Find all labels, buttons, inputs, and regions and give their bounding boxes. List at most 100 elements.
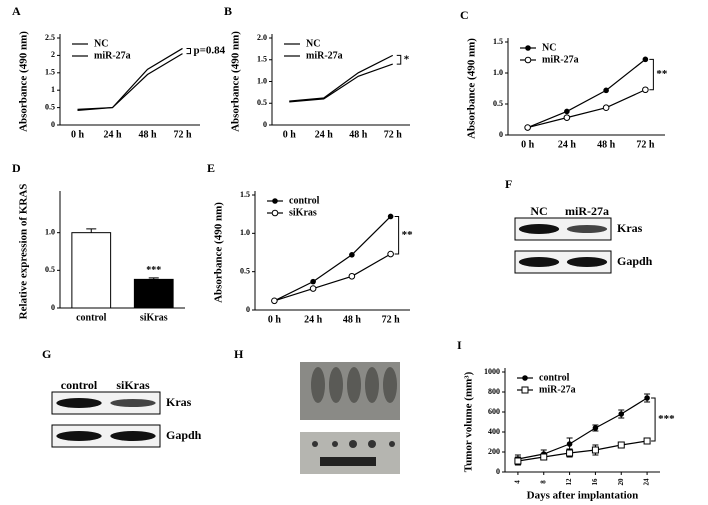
lane-label: control bbox=[61, 378, 98, 392]
point bbox=[602, 104, 610, 112]
y-tick-label: 2.0 bbox=[257, 33, 267, 42]
panel-label: A bbox=[12, 4, 21, 18]
blot-strip bbox=[514, 250, 612, 274]
annotation: ** bbox=[656, 68, 668, 80]
x-tick-label: 48 h bbox=[343, 314, 362, 325]
panel-label: B bbox=[224, 4, 232, 18]
point bbox=[349, 252, 355, 258]
x-tick-label: control bbox=[76, 312, 107, 323]
y-tick-label: 0 bbox=[51, 303, 55, 312]
y-tick-label: 1.0 bbox=[257, 76, 267, 85]
point bbox=[387, 250, 394, 258]
blot-band bbox=[518, 224, 560, 234]
annotation: ** bbox=[402, 229, 414, 241]
y-tick-label: 1.0 bbox=[240, 228, 250, 237]
legend-label: control bbox=[539, 372, 570, 383]
blot-strip bbox=[51, 424, 161, 448]
point bbox=[272, 198, 278, 204]
band-label: Gapdh bbox=[617, 254, 653, 268]
x-tick-label: 0 h bbox=[71, 129, 85, 140]
point bbox=[271, 209, 279, 217]
series-line bbox=[289, 54, 394, 102]
point bbox=[643, 437, 651, 445]
y-axis-label: Absorbance (490 nm) bbox=[18, 31, 30, 132]
tumor-photo bbox=[300, 432, 400, 474]
x-tick-label: 72 h bbox=[384, 129, 403, 140]
y-tick-label: 0.5 bbox=[45, 265, 55, 274]
y-axis-label: Absorbance (490 nm) bbox=[466, 38, 478, 139]
x-tick-label: 0 h bbox=[268, 314, 282, 325]
x-tick-label: 48 h bbox=[138, 129, 157, 140]
x-tick-label: 48 h bbox=[597, 139, 616, 150]
y-tick-label: 0.5 bbox=[240, 266, 250, 275]
legend-label: control bbox=[289, 195, 320, 206]
bracket bbox=[396, 54, 402, 65]
blot-band bbox=[518, 257, 560, 267]
x-tick-label: 72 h bbox=[173, 129, 192, 140]
point bbox=[617, 441, 625, 449]
blot-band bbox=[56, 398, 102, 408]
panel-label: I bbox=[457, 338, 462, 352]
y-tick-label: 800 bbox=[488, 387, 500, 396]
annotation: * bbox=[404, 53, 410, 65]
y-tick-label: 0 bbox=[496, 467, 500, 476]
y-tick-label: 400 bbox=[488, 427, 500, 436]
legend-label: NC bbox=[306, 38, 320, 49]
y-tick-label: 2.5 bbox=[45, 33, 55, 42]
legend-label: miR-27a bbox=[94, 50, 131, 61]
lane-label: NC bbox=[530, 204, 547, 218]
y-tick-label: 2 bbox=[51, 50, 55, 59]
blot-band bbox=[110, 399, 156, 407]
legend-label: NC bbox=[94, 38, 108, 49]
series-line bbox=[527, 89, 646, 129]
y-tick-label: 1 bbox=[51, 85, 55, 94]
y-tick-label: 200 bbox=[488, 447, 500, 456]
x-tick-label: 0 h bbox=[283, 129, 297, 140]
bracket bbox=[649, 58, 654, 91]
x-tick-label: 8 bbox=[539, 480, 547, 484]
y-axis-label: Absorbance (490 nm) bbox=[230, 31, 242, 132]
point bbox=[524, 124, 531, 131]
point bbox=[271, 297, 278, 305]
point bbox=[387, 213, 394, 220]
x-tick-label: 48 h bbox=[349, 129, 368, 140]
legend-label: NC bbox=[542, 42, 556, 53]
panel-label: C bbox=[460, 8, 469, 22]
series-line bbox=[517, 440, 648, 462]
legend-label: miR-27a bbox=[539, 384, 576, 395]
panel-label: F bbox=[505, 177, 512, 191]
x-tick-label: 24 h bbox=[304, 314, 323, 325]
y-tick-label: 1.5 bbox=[493, 37, 503, 46]
blot-strip bbox=[514, 217, 612, 241]
bracket bbox=[186, 47, 191, 55]
point bbox=[310, 278, 316, 285]
lane-label: miR-27a bbox=[565, 204, 609, 218]
x-tick-label: siKras bbox=[140, 312, 168, 323]
point bbox=[603, 87, 609, 94]
y-tick-label: 1.5 bbox=[45, 68, 55, 77]
y-tick-label: 1.0 bbox=[45, 227, 55, 236]
blot-strip bbox=[51, 391, 161, 415]
y-tick-label: 0 bbox=[263, 120, 267, 129]
y-tick-label: 1000 bbox=[484, 367, 500, 376]
annotation: *** bbox=[146, 265, 161, 276]
y-tick-label: 0 bbox=[51, 120, 55, 129]
point bbox=[591, 446, 599, 454]
point bbox=[348, 272, 356, 280]
point bbox=[521, 386, 529, 394]
y-tick-label: 0.5 bbox=[257, 98, 267, 107]
y-tick-label: 1.5 bbox=[257, 55, 267, 64]
point bbox=[540, 453, 548, 461]
x-tick-label: 24 h bbox=[558, 139, 577, 150]
y-axis-label: Relative expression of KRAS bbox=[18, 184, 30, 320]
series-line bbox=[289, 63, 393, 103]
x-tick-label: 16 bbox=[591, 478, 599, 486]
point bbox=[644, 395, 650, 401]
x-tick-label: 72 h bbox=[636, 139, 655, 150]
point bbox=[524, 56, 532, 64]
y-axis-label: Absorbance (490 nm) bbox=[213, 202, 225, 303]
point bbox=[525, 45, 531, 51]
blot-band bbox=[566, 225, 608, 233]
series-line bbox=[527, 58, 646, 129]
